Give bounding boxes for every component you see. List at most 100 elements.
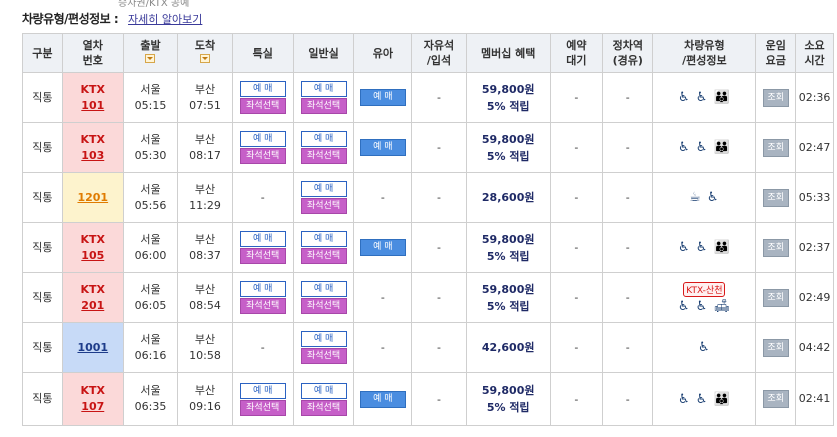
car-type-icons[interactable]: ♿ ♿ 👪 xyxy=(677,140,731,155)
arrival-time: 08:54 xyxy=(189,298,221,312)
train-type: 직통 xyxy=(22,172,63,223)
fare-cell: 조회 xyxy=(755,122,797,173)
fare-inquiry-button[interactable]: 조회 xyxy=(762,88,789,107)
membership-benefit-cell: 28,600원 xyxy=(465,172,551,223)
car-type-icons[interactable]: ♿ xyxy=(698,340,711,355)
train-number-link[interactable]: 105 xyxy=(81,248,105,262)
special-reserve-button[interactable]: 예 매 xyxy=(239,131,286,147)
car-type-icons[interactable]: ☕ ♿ xyxy=(689,190,720,205)
arrival-station: 부산 xyxy=(194,332,216,346)
general-seat-select-button[interactable]: 좌석선택 xyxy=(300,348,347,364)
general-seat-select-button[interactable]: 좌석선택 xyxy=(300,198,347,214)
infant-reserve-button[interactable]: 예 매 xyxy=(359,139,406,156)
special-seat-select-button[interactable]: 좌석선택 xyxy=(239,399,286,416)
general-seat-select-button[interactable]: 좌석선택 xyxy=(300,298,347,314)
general-reserve-button[interactable]: 예 매 xyxy=(300,81,347,97)
waitlist-cell: - xyxy=(549,272,604,323)
general-reserve-button[interactable]: 예 매 xyxy=(300,331,347,347)
arrival-time: 08:17 xyxy=(189,148,221,162)
fare-inquiry-button[interactable]: 조회 xyxy=(762,138,789,157)
column-header: 특실 xyxy=(231,33,294,73)
car-type-icons[interactable]: ♿ ♿ 🛋 xyxy=(677,298,731,314)
train-number-cell[interactable]: KTX 201 xyxy=(61,272,124,323)
train-number-cell[interactable]: KTX 105 xyxy=(61,222,124,273)
train-type: 직통 xyxy=(22,322,63,373)
arrival-station: 부산 xyxy=(194,384,216,397)
car-type-icons[interactable]: ♿ ♿ 👪 xyxy=(677,391,731,407)
train-number-badge[interactable]: KTX 101 xyxy=(62,73,123,122)
table-row: 직통 KTX 103 서울 05:30 부산 08:17 예 매 좌석선택 예 매 좌석선택 예 매-… xyxy=(22,122,834,173)
fare-price: 59,800원 xyxy=(481,384,535,397)
general-seat-select-button[interactable]: 좌석선택 xyxy=(300,399,347,416)
train-number-badge[interactable]: KTX 107 xyxy=(62,373,123,425)
train-type: 직통 xyxy=(22,222,63,273)
train-number-badge[interactable]: 1201 xyxy=(62,173,123,222)
general-class-cell: 예 매 좌석선택 xyxy=(292,122,355,173)
train-number-link[interactable]: 201 xyxy=(81,298,105,312)
special-reserve-button[interactable]: 예 매 xyxy=(239,382,286,399)
free-seat-cell: - xyxy=(411,272,467,323)
train-number-link[interactable]: 1201 xyxy=(77,190,109,204)
special-seat-select-button[interactable]: 좌석선택 xyxy=(239,298,286,314)
train-number-link[interactable]: 103 xyxy=(81,148,105,162)
sort-icon[interactable] xyxy=(200,54,211,63)
fare-inquiry-button[interactable]: 조회 xyxy=(762,390,789,408)
car-type-icons[interactable]: ♿ ♿ 👪 xyxy=(677,90,731,105)
train-number-cell[interactable]: 1001 xyxy=(61,322,124,373)
fare-price: 59,800원 xyxy=(481,282,535,296)
details-link[interactable]: 자세히 알아보기 xyxy=(128,13,203,26)
infant-reserve-button[interactable]: 예 매 xyxy=(359,239,406,256)
duration: 04:42 xyxy=(795,322,834,373)
arrival-cell: 부산 08:37 xyxy=(177,222,233,273)
membership-benefit-cell: 59,800원 5% 적립 xyxy=(465,72,551,123)
general-reserve-button[interactable]: 예 매 xyxy=(300,231,347,247)
fare-inquiry-button[interactable]: 조회 xyxy=(762,238,789,257)
general-seat-select-button[interactable]: 좌석선택 xyxy=(300,248,347,264)
train-number-cell[interactable]: KTX 103 xyxy=(61,122,124,173)
train-number-badge[interactable]: 1001 xyxy=(62,323,123,372)
train-number-cell[interactable]: KTX 101 xyxy=(61,72,124,123)
train-number-link[interactable]: 1001 xyxy=(77,340,109,354)
fare-inquiry-button[interactable]: 조회 xyxy=(762,188,789,207)
duration: 05:33 xyxy=(795,172,834,223)
fare-price: 28,600원 xyxy=(481,191,535,204)
general-reserve-button[interactable]: 예 매 xyxy=(300,382,347,399)
fare-price: 59,800원 xyxy=(481,232,535,246)
train-number-cell[interactable]: 1201 xyxy=(61,172,124,223)
column-header: 일반실 xyxy=(292,33,355,73)
stops-cell: - xyxy=(602,372,654,426)
special-seat-select-button[interactable]: 좌석선택 xyxy=(239,248,286,264)
train-number-badge[interactable]: KTX 103 xyxy=(62,123,123,172)
general-seat-select-button[interactable]: 좌석선택 xyxy=(300,148,347,164)
waitlist-cell: - xyxy=(549,222,604,273)
sort-icon[interactable] xyxy=(145,54,156,63)
infant-reserve-button[interactable]: 예 매 xyxy=(359,89,406,106)
train-number-link[interactable]: 101 xyxy=(81,98,105,112)
train-kind: KTX xyxy=(80,82,106,96)
departure-station: 서울 xyxy=(140,384,161,397)
general-reserve-button[interactable]: 예 매 xyxy=(300,181,347,197)
train-number-link[interactable]: 107 xyxy=(81,400,105,413)
general-reserve-button[interactable]: 예 매 xyxy=(300,131,347,147)
fare-inquiry-button[interactable]: 조회 xyxy=(762,288,789,307)
special-reserve-button[interactable]: 예 매 xyxy=(239,81,286,97)
train-number-badge[interactable]: KTX 105 xyxy=(62,223,123,272)
infant-reserve-button[interactable]: 예 매 xyxy=(359,390,406,408)
special-reserve-button[interactable]: 예 매 xyxy=(239,281,286,297)
special-seat-select-button[interactable]: 좌석선택 xyxy=(239,148,286,164)
special-seat-select-button[interactable]: 좌석선택 xyxy=(239,98,286,114)
car-type-icons[interactable]: ♿ ♿ 👪 xyxy=(677,240,731,255)
fare-cell: 조회 xyxy=(755,222,797,273)
stops-cell: - xyxy=(602,72,654,123)
column-header: 운임 요금 xyxy=(755,33,797,73)
train-number-cell[interactable]: KTX 107 xyxy=(61,372,124,426)
departure-time: 05:15 xyxy=(134,98,167,112)
fare-inquiry-button[interactable]: 조회 xyxy=(762,338,789,357)
train-type: 직통 xyxy=(22,372,63,426)
general-seat-select-button[interactable]: 좌석선택 xyxy=(300,98,347,114)
special-reserve-button[interactable]: 예 매 xyxy=(239,231,286,247)
departure-station: 서울 xyxy=(140,132,161,146)
general-reserve-button[interactable]: 예 매 xyxy=(300,281,347,297)
train-number-badge[interactable]: KTX 201 xyxy=(62,273,123,322)
departure-cell: 서울 05:15 xyxy=(122,72,179,123)
